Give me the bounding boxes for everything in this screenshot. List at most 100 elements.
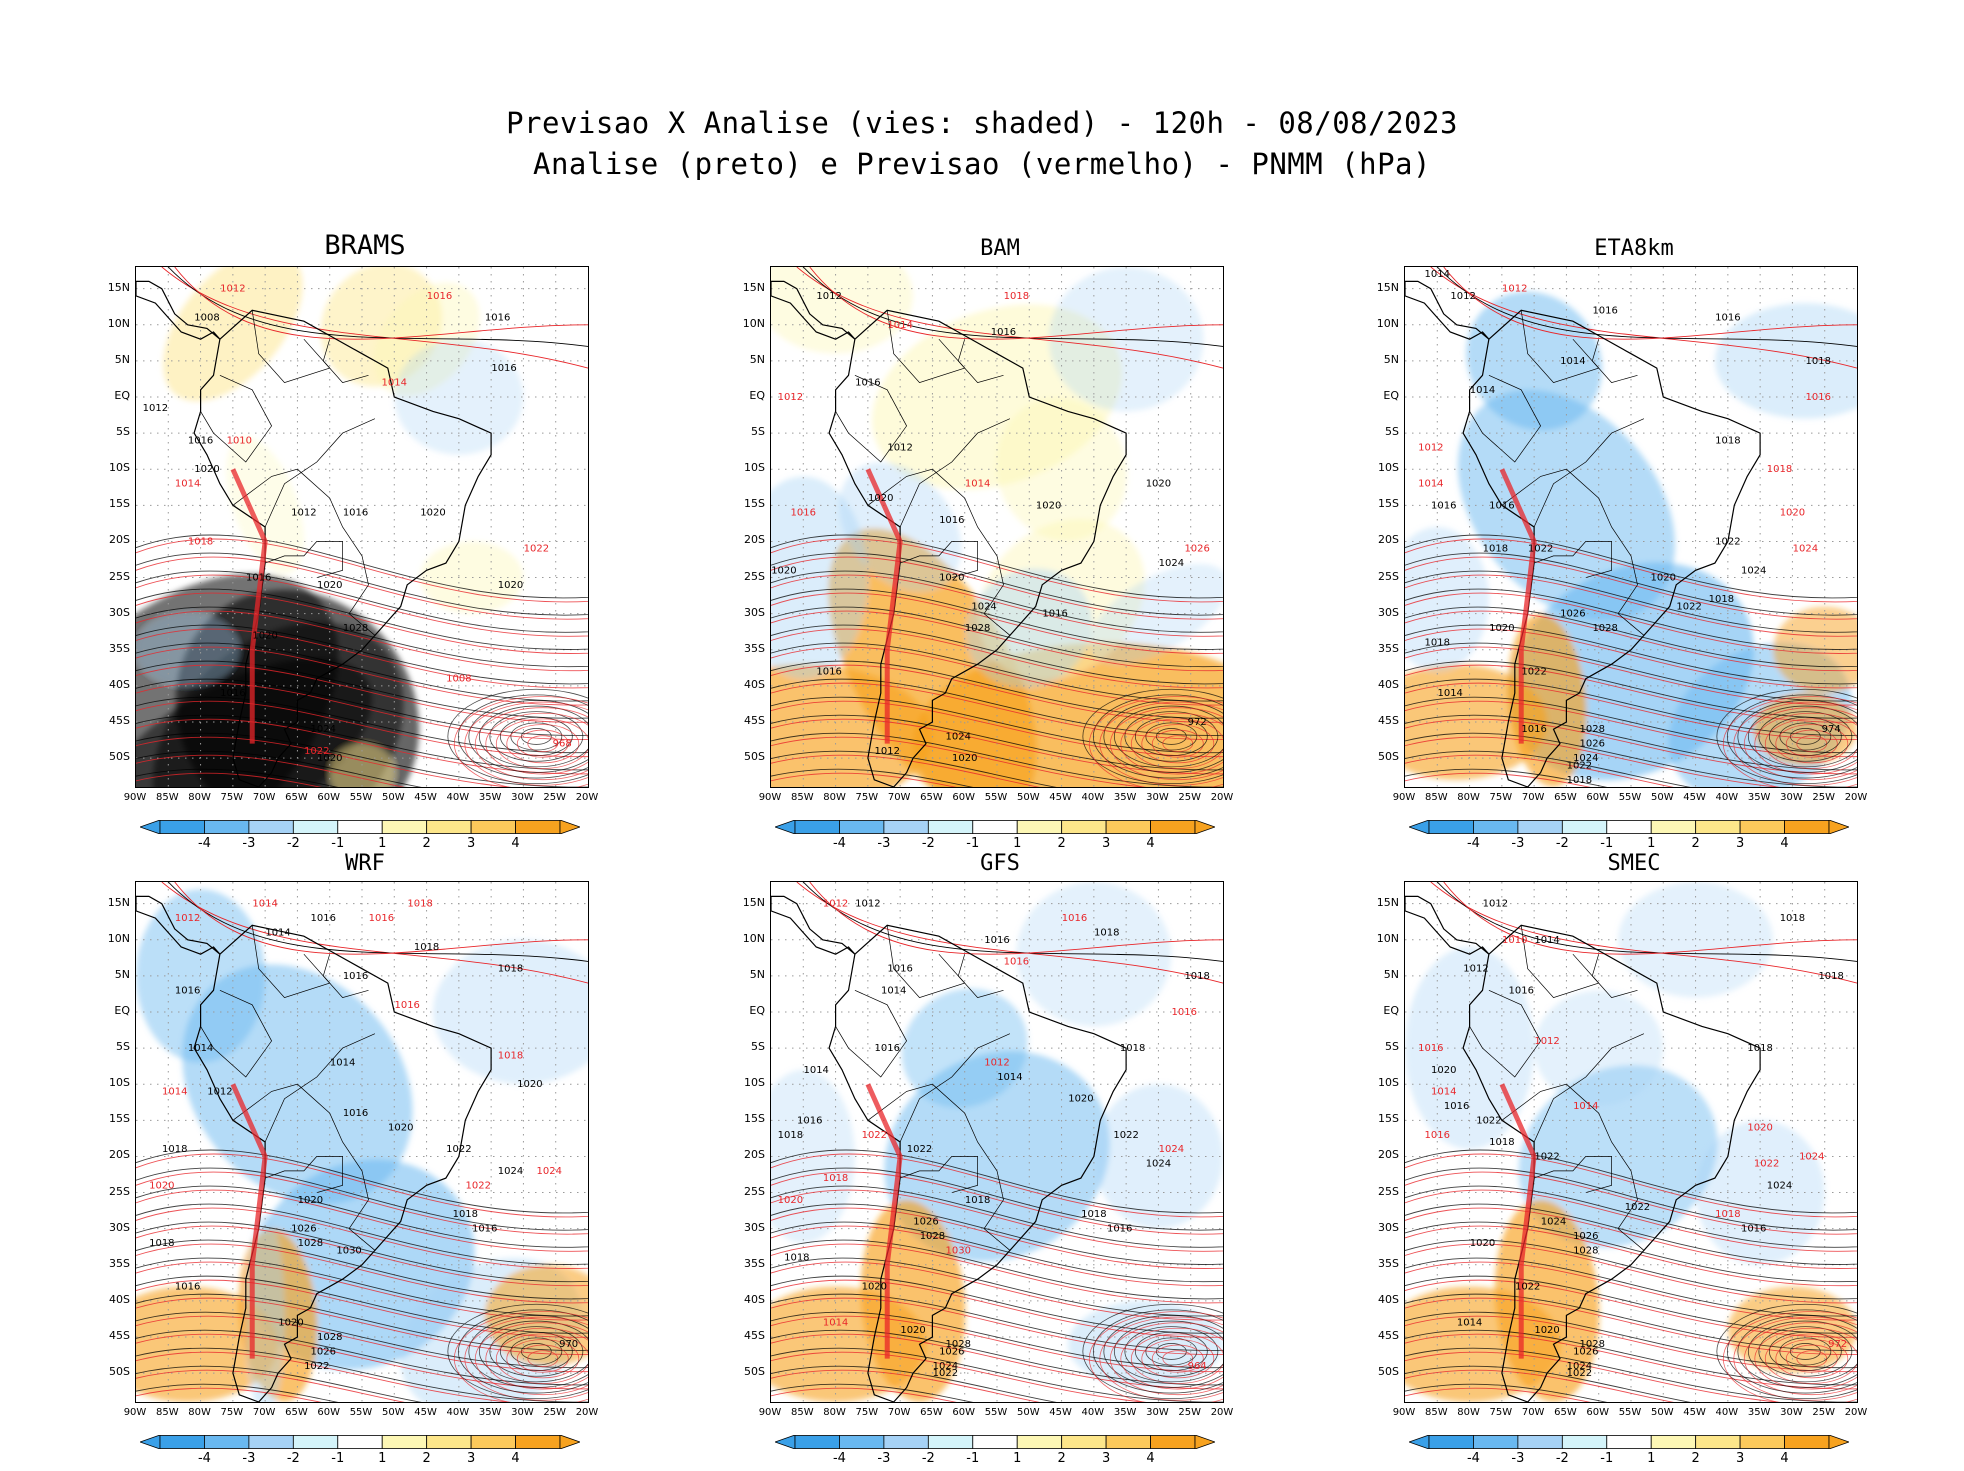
- country-border: [1533, 418, 1645, 528]
- contour-label: 1022: [933, 1368, 958, 1379]
- contour-label: 1014: [823, 1318, 848, 1329]
- graticule: [136, 267, 588, 787]
- forecast-isobar: [136, 1243, 588, 1304]
- longitude-tick-label: 60W: [317, 1407, 341, 1418]
- longitude-tick-label: 35W: [478, 1407, 502, 1418]
- analysis-isobar: [771, 624, 1223, 685]
- contour-label: 1018: [1767, 464, 1792, 475]
- colorbar-swatch: [883, 1435, 929, 1449]
- contour-label: 1016: [797, 1115, 822, 1126]
- panel-smec: SMEC 1012 1018 1010 1014 1012 1016 1018 1012 1018…: [1269, 851, 1868, 1471]
- country-border: [264, 1156, 343, 1193]
- longitude-tick-label: 75W: [220, 1407, 244, 1418]
- forecast-isobar: [771, 1351, 1147, 1402]
- colorbar-swatch: [1105, 1435, 1151, 1449]
- country-border: [1533, 1156, 1612, 1193]
- latitude-tick-label: 15N: [1376, 895, 1399, 909]
- contour-label: 1020: [900, 1325, 925, 1336]
- panel-title: GFS: [980, 851, 1020, 876]
- colorbar-swatch: [883, 820, 929, 834]
- forecast-isobar: [1405, 1387, 1591, 1402]
- colorbar-swatch: [1473, 1435, 1519, 1449]
- latitude-tick-label: EQ: [749, 1004, 765, 1017]
- forecast-isobar: [771, 1369, 1040, 1402]
- low-isobar: [499, 1331, 573, 1372]
- contour-label: 1014: [1425, 269, 1450, 280]
- contour-label: 1016: [1806, 392, 1831, 403]
- analysis-isobar: [771, 1275, 1223, 1334]
- contour-label: 1016: [1509, 985, 1534, 996]
- latitude-tick-label: 40S: [744, 677, 765, 691]
- longitude-tick-label: 80W: [188, 792, 211, 803]
- contour-label: 1014: [1470, 385, 1495, 396]
- bias-patch: [1773, 606, 1857, 694]
- contour-label: 1018: [1709, 594, 1734, 605]
- latitude-tick-label: EQ: [1383, 1004, 1399, 1017]
- central-america-coastline: [1405, 895, 1490, 955]
- south-america-coastline: [193, 924, 492, 1402]
- longitude-tick-label: 40W: [446, 792, 470, 803]
- latitude-tick-label: 20S: [744, 533, 765, 547]
- latitude-tick-label: 15S: [744, 497, 765, 511]
- contour-labels: 1014101210121016101610181014101410161012…: [1418, 269, 1841, 786]
- forecast-isobar: [136, 574, 588, 637]
- contour-label: 964: [1188, 1361, 1207, 1372]
- contour-label: 1016: [939, 515, 964, 526]
- longitude-tick-label: 40W: [1715, 1407, 1739, 1418]
- forecast-isobar: [1405, 556, 1857, 620]
- longitude-tick-label: 80W: [823, 1407, 846, 1418]
- contour-label: 1018: [1489, 1137, 1514, 1148]
- contour-label: 1012: [778, 392, 803, 403]
- contour-label: 1022: [862, 1130, 887, 1141]
- tropical-isobar: [802, 882, 1223, 962]
- forecast-isobar: [771, 754, 1040, 787]
- low-isobar: [1733, 1316, 1857, 1401]
- forecast-isobar: [771, 1153, 1223, 1218]
- contour-label: 1014: [1534, 935, 1559, 946]
- colorbar-swatch: [159, 1435, 205, 1449]
- country-border: [835, 374, 908, 463]
- panel-wrf: WRF 1014 1018 1012 1016 1016 1014 1018 1018 1016 1…: [0, 851, 599, 1471]
- low-isobar: [447, 1303, 588, 1400]
- contour-label: 1028: [920, 1231, 945, 1242]
- forecast-isobar: [1405, 1207, 1857, 1269]
- longitude-tick-label: 45W: [1683, 1407, 1706, 1418]
- longitude-tick-label: 75W: [220, 792, 244, 803]
- colorbar-tick-label: -4: [832, 1451, 846, 1466]
- tropical-isobar: [174, 267, 588, 340]
- latitude-tick-label: 5S: [751, 425, 765, 439]
- longitude-tick-label: 50W: [381, 1407, 405, 1418]
- colorbar-swatch: [794, 1435, 840, 1449]
- forecast-isobar: [136, 1387, 322, 1402]
- country-border: [899, 1033, 1011, 1143]
- contour-label: 1016: [1489, 500, 1514, 511]
- longitude-tick-label: 60W: [317, 792, 341, 803]
- latitude-tick-label: 45S: [744, 714, 765, 727]
- analysis-isobar: [136, 588, 588, 650]
- contour-label: 1018: [1004, 291, 1029, 302]
- longitude-tick-label: 55W: [984, 1407, 1008, 1418]
- tropical-isobar: [1443, 267, 1857, 340]
- contour-label: 1024: [1159, 558, 1184, 569]
- contour-label: 1018: [1715, 435, 1740, 446]
- low-isobar: [1092, 1309, 1223, 1394]
- forecast-isobar: [1405, 1351, 1781, 1402]
- longitude-tick-label: 70W: [1521, 1407, 1545, 1418]
- analysis-isobar: [1405, 1257, 1857, 1317]
- analysis-isobar: [1405, 606, 1857, 668]
- analysis-isobar: [1405, 768, 1608, 787]
- forecast-isobar: [771, 538, 1223, 603]
- colorbar-swatch: [1150, 1435, 1196, 1449]
- contour-label: 1026: [1184, 544, 1209, 555]
- contour-labels: 1012 1018 1014 1016 1012 1016 1012 1020 1016 1014…: [771, 291, 1210, 764]
- colorbar-arrow-right: [559, 820, 580, 834]
- analysis-isobar: [1405, 1221, 1857, 1283]
- contour-label: 1016: [1172, 1007, 1197, 1018]
- contour-label: 1012: [1502, 284, 1527, 295]
- analysis-isobar: [771, 1221, 1223, 1283]
- forecast-isobar: [1405, 1225, 1857, 1287]
- contour-label: 1020: [1431, 1065, 1456, 1076]
- colorbar-arrow-left: [140, 1435, 161, 1449]
- tropical-isobar: [1436, 267, 1857, 347]
